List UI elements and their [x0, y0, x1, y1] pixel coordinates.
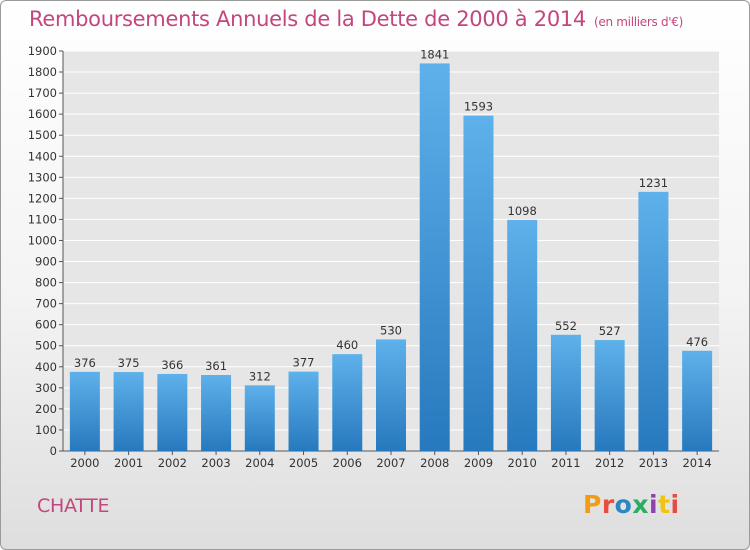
bar-value-label: 552: [555, 319, 577, 333]
bar: [463, 115, 494, 451]
bars: [69, 63, 713, 451]
bar-value-label: 476: [686, 335, 708, 349]
y-tick-label: 200: [35, 402, 57, 416]
y-tick-label: 1200: [28, 191, 57, 205]
chart-title-text: Remboursements Annuels de la Dette de 20…: [29, 7, 586, 31]
bar: [157, 373, 188, 451]
bar: [682, 350, 713, 451]
y-tick-label: 0: [50, 444, 57, 458]
y-tick-label: 800: [35, 276, 57, 290]
y-tick-label: 400: [35, 360, 57, 374]
bar-value-label: 1098: [508, 204, 537, 218]
bar: [550, 334, 581, 451]
y-tick-label: 500: [35, 339, 57, 353]
x-tick-label: 2001: [114, 456, 143, 470]
x-tick-label: 2005: [289, 456, 318, 470]
x-tick-label: 2002: [158, 456, 187, 470]
x-tick-label: 2013: [639, 456, 668, 470]
y-tick-label: 1000: [28, 233, 57, 247]
x-tick-label: 2006: [333, 456, 362, 470]
x-tick-label: 2004: [245, 456, 274, 470]
bar: [638, 191, 669, 451]
y-tick-label: 1900: [28, 44, 57, 58]
y-tick-label: 1600: [28, 107, 57, 121]
x-tick-label: 2014: [682, 456, 711, 470]
y-tick-label: 700: [35, 297, 57, 311]
y-tick-label: 1700: [28, 86, 57, 100]
bar: [201, 375, 232, 451]
bar-value-label: 530: [380, 323, 402, 337]
x-tick-label: 2007: [376, 456, 405, 470]
y-tick-label: 1300: [28, 170, 57, 184]
logo-letter: r: [601, 490, 615, 519]
y-tick-label: 1800: [28, 65, 57, 79]
logo-letter: P: [583, 490, 602, 519]
logo-letter: t: [658, 490, 671, 519]
y-tick-label: 300: [35, 381, 57, 395]
y-tick-label: 1400: [28, 149, 57, 163]
bar-value-label: 375: [118, 356, 140, 370]
labels: 0 100 200 300 400 500 600 700 800 900 1000 1100 1200…: [28, 44, 712, 470]
x-tick-label: 2011: [551, 456, 580, 470]
y-tick-label: 100: [35, 423, 57, 437]
bar-value-label: 361: [205, 359, 227, 373]
bar: [419, 63, 450, 451]
y-tick-label: 1100: [28, 212, 57, 226]
bar-value-label: 377: [293, 356, 315, 370]
proxiti-logo: Proxiti: [583, 490, 680, 519]
logo-letter: i: [649, 490, 659, 519]
x-tick-label: 2000: [70, 456, 99, 470]
x-tick-label: 2003: [201, 456, 230, 470]
logo-letter: o: [614, 490, 633, 519]
bar: [376, 339, 406, 451]
x-tick-label: 2012: [595, 456, 624, 470]
bar: [332, 354, 363, 451]
bar-value-label: 376: [74, 356, 96, 370]
y-tick-label: 600: [35, 318, 57, 332]
x-tick-label: 2009: [464, 456, 493, 470]
bar-value-label: 1841: [420, 47, 449, 61]
bar-value-label: 1593: [464, 100, 493, 114]
x-tick-label: 2008: [420, 456, 449, 470]
bar: [288, 371, 319, 451]
bar: [594, 340, 625, 451]
logo-letter: x: [632, 490, 649, 519]
bar: [69, 371, 100, 451]
bar: [507, 219, 538, 451]
y-tick-label: 1500: [28, 128, 57, 142]
bar-value-label: 1231: [639, 176, 668, 190]
commune-name: CHATTE: [37, 495, 110, 517]
chart-unit: (en milliers d'€): [594, 15, 684, 29]
bar: [113, 372, 144, 451]
bar-value-label: 312: [249, 369, 271, 383]
bar-value-label: 460: [336, 338, 358, 352]
bar: [244, 385, 275, 451]
logo-letter: i: [670, 490, 680, 519]
x-tick-label: 2010: [508, 456, 537, 470]
y-tick-label: 900: [35, 255, 57, 269]
bar-value-label: 527: [599, 324, 621, 338]
chart-title: Remboursements Annuels de la Dette de 20…: [29, 7, 683, 31]
bar-value-label: 366: [161, 358, 183, 372]
